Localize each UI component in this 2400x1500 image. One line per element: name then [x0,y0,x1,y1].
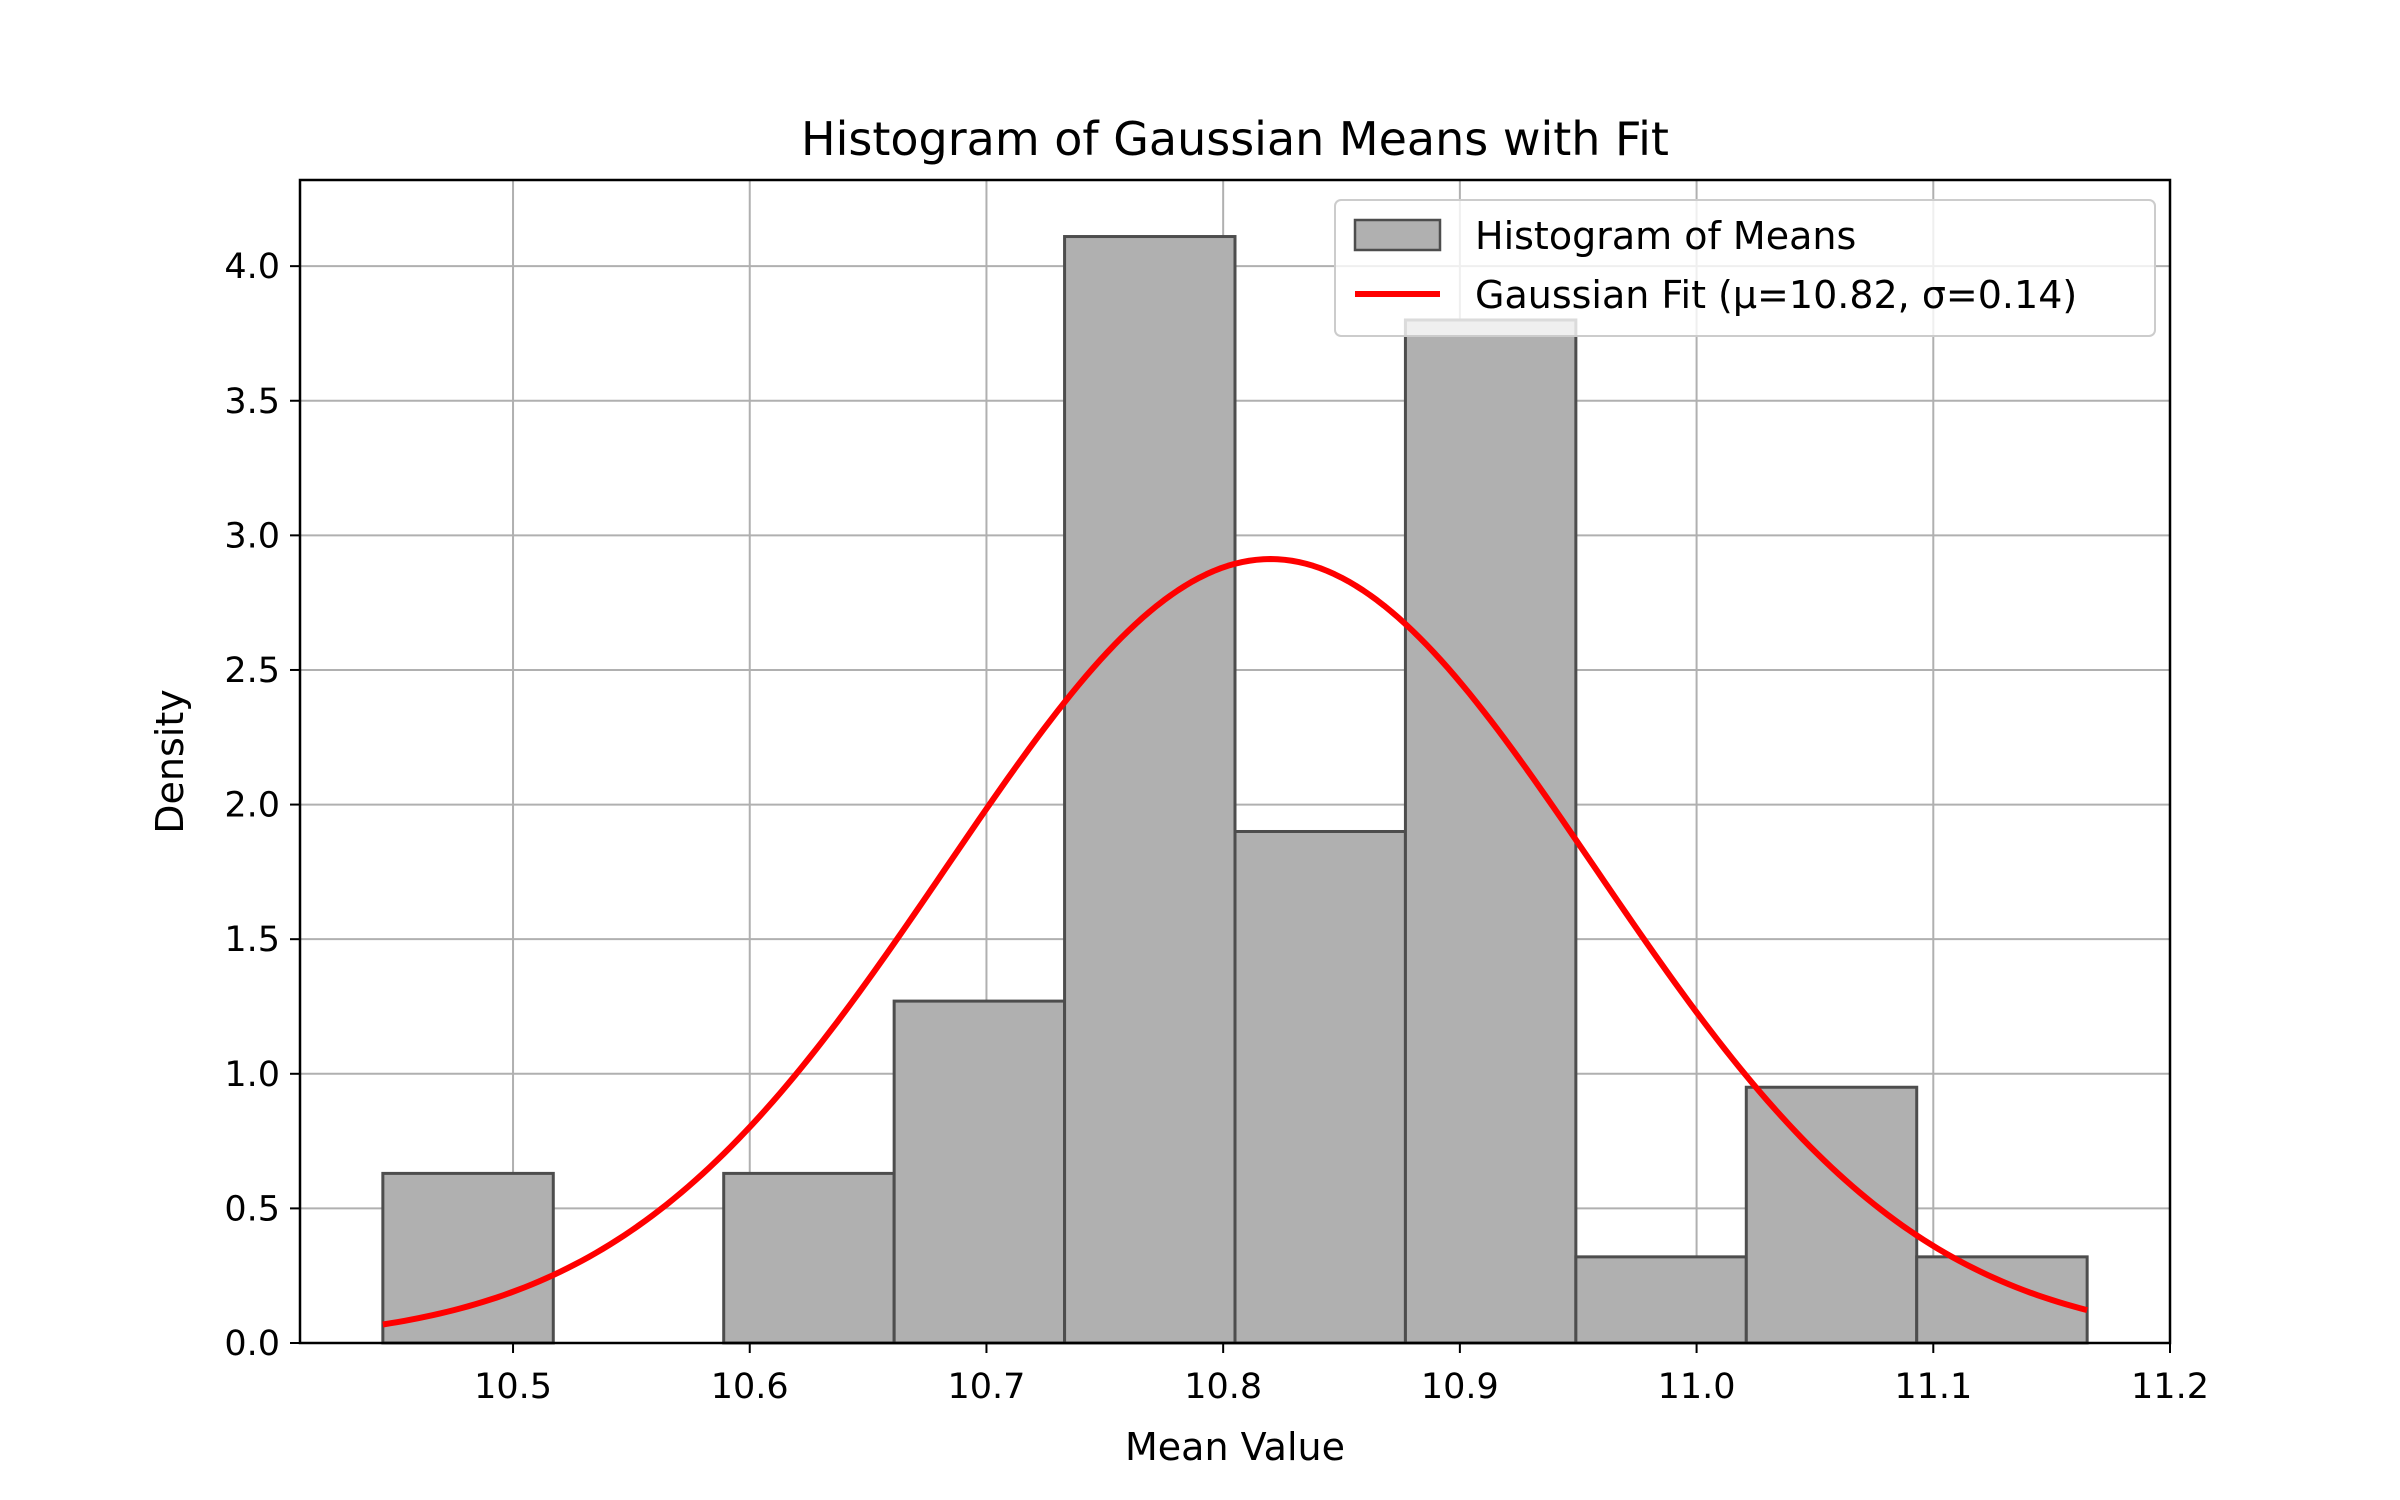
y-axis-label: Density [148,689,192,833]
plot-frame [298,178,2172,1345]
axis-ticks: 10.5 10.6 10.7 10.8 10.9 11.0 11.1 11.2 0.0 0.5 1.… [224,247,2209,1407]
legend: Histogram of Means Gaussian Fit (μ=10.82… [1334,199,2156,337]
histogram-bar [1233,829,1407,1345]
x-axis-label: Mean Value [1125,1425,1345,1469]
x-tick-label: 10.7 [947,1367,1025,1407]
histogram-bar [1063,235,1237,1345]
histogram-bar [381,1171,555,1345]
x-tick-label: 11.1 [1894,1367,1972,1407]
chart-title: Histogram of Gaussian Means with Fit [801,112,1669,166]
legend-label-histogram: Histogram of Means [1475,214,1856,258]
histogram-bars [381,235,2089,1345]
y-tick-label: 1.0 [224,1055,280,1095]
x-tick-label: 10.8 [1184,1367,1262,1407]
x-tick-label: 10.9 [1421,1367,1499,1407]
y-tick-label: 3.5 [224,382,280,422]
gaussian-fit-line [382,556,2088,1328]
y-tick-label: 1.5 [224,920,280,960]
y-tick-label: 3.0 [224,516,280,556]
legend-box [1334,199,2156,337]
y-tick-label: 2.0 [224,786,280,826]
y-tick-label: 0.5 [224,1189,280,1229]
x-tick-label: 10.5 [474,1367,552,1407]
y-tick-label: 0.0 [224,1324,280,1364]
x-tick-label: 10.6 [711,1367,789,1407]
histogram-bar [722,1171,896,1345]
legend-label-gaussian-fit: Gaussian Fit (μ=10.82, σ=0.14) [1475,273,2077,317]
histogram-bar [1574,1255,1748,1345]
y-tick-label: 4.0 [224,247,280,287]
x-tick-label: 11.2 [2131,1367,2209,1407]
histogram-bar [1403,318,1578,1345]
x-tick-label: 11.0 [1658,1367,1736,1407]
histogram-bar [892,999,1067,1345]
gaussian-fit-curve [382,556,2088,1328]
legend-swatch-histogram [1353,218,1442,252]
y-tick-label: 2.5 [224,651,280,691]
